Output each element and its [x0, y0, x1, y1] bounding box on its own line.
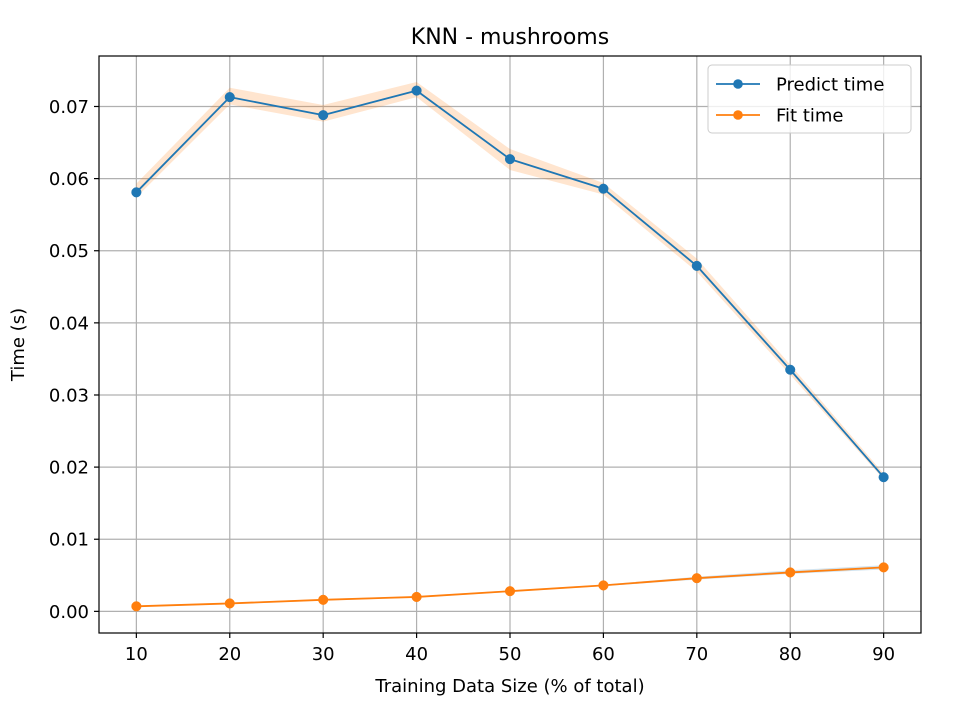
series-0-point [224, 92, 235, 103]
series-1-band [136, 565, 884, 608]
series-1-point [878, 562, 889, 573]
y-tick-label: 0.06 [49, 169, 89, 190]
x-tick-label: 50 [499, 644, 522, 665]
series-0-point [878, 472, 889, 483]
series-1-point [691, 573, 702, 584]
y-tick-label: 0.04 [49, 313, 89, 334]
series-0-point [598, 183, 609, 194]
series-1-point [504, 586, 516, 597]
legend: Predict time Fit time [707, 64, 912, 134]
series-0-point [318, 110, 329, 121]
x-tick-label: 20 [218, 644, 241, 665]
series-0-point [504, 154, 516, 165]
y-tick-label: 0.01 [49, 530, 89, 551]
x-tick-label: 10 [125, 644, 148, 665]
y-axis-title: Time (s) [8, 308, 29, 382]
x-tick-label: 90 [872, 644, 895, 665]
legend-label-1: Fit time [776, 106, 844, 127]
series-1-point [785, 567, 796, 578]
y-tick-label: 0.00 [49, 602, 89, 623]
legend-box [707, 64, 912, 134]
legend-label-0: Predict time [776, 75, 884, 96]
x-tick-label: 70 [685, 644, 708, 665]
y-tick-label: 0.03 [49, 385, 89, 406]
series-0-point [785, 364, 796, 375]
series-0-point [131, 187, 142, 198]
legend-marker-1 [733, 110, 743, 120]
x-tick-label: 80 [779, 644, 802, 665]
series-1-point [131, 601, 142, 612]
series-1-point [598, 580, 609, 591]
series-1-point [318, 594, 329, 605]
x-axis-title: Training Data Size (% of total) [374, 676, 644, 697]
series-markers [131, 85, 889, 612]
chart-title: KNN - mushrooms [411, 25, 609, 50]
x-tick-label: 40 [405, 644, 428, 665]
series-1-point [411, 591, 422, 602]
series-0-point [411, 85, 422, 96]
grid [99, 56, 921, 633]
y-tick-label: 0.05 [49, 241, 89, 262]
legend-items: Predict time Fit time [716, 75, 884, 127]
x-tick-label: 60 [592, 644, 615, 665]
y-tick-label: 0.02 [49, 458, 89, 479]
y-tick-label: 0.07 [49, 97, 89, 118]
series-0-point [691, 260, 702, 271]
axis-ticks: 10 20 30 40 50 60 70 80 90 0.00 0.01 0.02 0.03 0.04 0.… [49, 97, 895, 665]
series-1-point [224, 598, 235, 609]
x-tick-label: 30 [312, 644, 335, 665]
legend-marker-0 [733, 79, 743, 89]
